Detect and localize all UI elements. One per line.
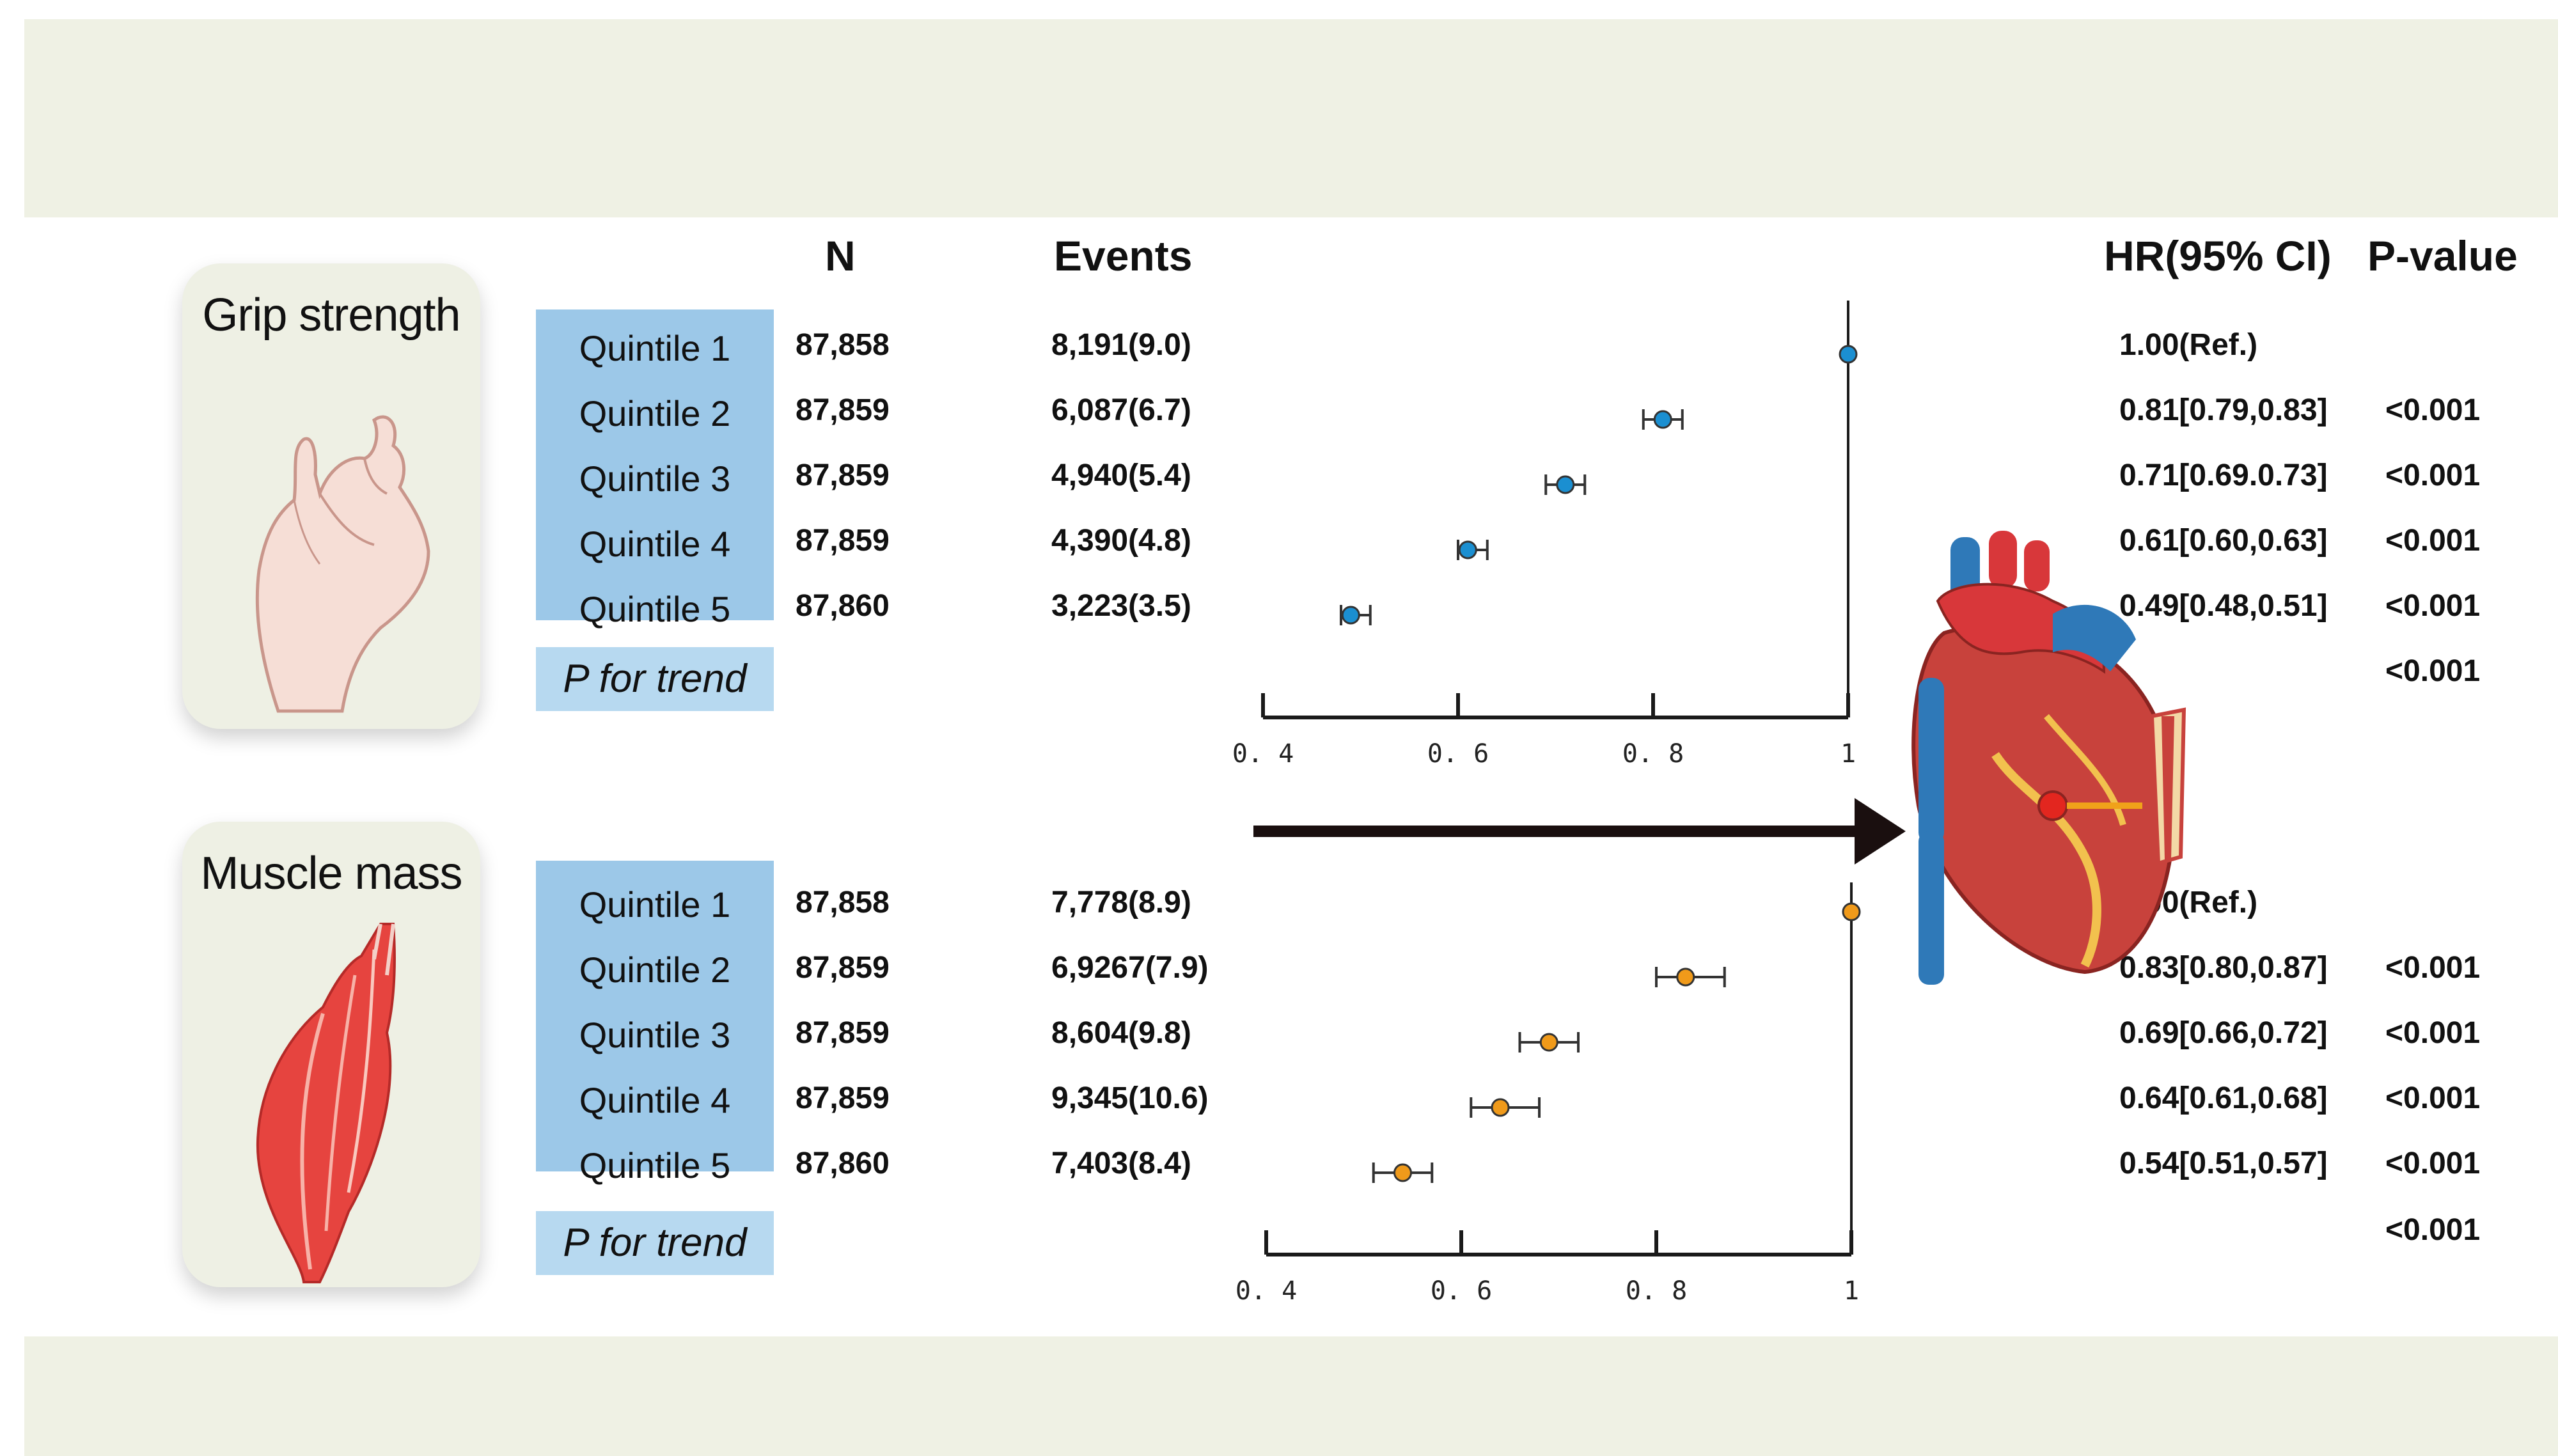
hr-point <box>1676 967 1695 987</box>
grip-events-cell: 8,191(9.0) <box>1051 328 1191 362</box>
muscle-n-cell: 87,859 <box>796 1081 890 1115</box>
muscle-hr-cell: 0.54[0.51,0.57] <box>2119 1147 2328 1180</box>
right-arrow-icon <box>1253 798 1906 865</box>
hr-point <box>1491 1098 1510 1117</box>
x-tick-label: 0. 6 <box>1431 1276 1492 1306</box>
grip-p-cell: <0.001 <box>2385 589 2481 623</box>
x-tick-label: 0. 8 <box>1622 739 1684 769</box>
grip-trend-p-cell: <0.001 <box>2385 654 2481 688</box>
grip-events-cell: 6,087(6.7) <box>1051 393 1191 427</box>
muscle-hr-cell: 0.69[0.66,0.72] <box>2119 1016 2328 1050</box>
muscle-events-cell: 7,778(8.9) <box>1051 886 1191 920</box>
muscle-events-cell: 9,345(10.6) <box>1051 1081 1209 1115</box>
muscle-mass-card: Muscle mass <box>182 822 480 1287</box>
hr-point <box>1393 1163 1412 1182</box>
grip-events-cell: 4,390(4.8) <box>1051 524 1191 558</box>
grip-n-cell: 87,860 <box>796 589 890 623</box>
muscle-p-cell: <0.001 <box>2385 1147 2481 1180</box>
grip-hr-cell: 0.61[0.60,0.63] <box>2119 524 2328 558</box>
header-hr: HR(95% CI) <box>2104 232 2332 279</box>
grip-quintile-label: Quintile 4 <box>579 524 731 564</box>
muscle-trend-p-cell: <0.001 <box>2385 1213 2481 1247</box>
grip-strength-card: Grip strength <box>182 263 480 729</box>
hr-point <box>1341 606 1360 625</box>
muscle-n-cell: 87,858 <box>796 886 890 920</box>
header-n: N <box>825 232 856 279</box>
muscle-p-for-trend: P for trend <box>536 1211 774 1275</box>
x-tick-label: 0. 6 <box>1427 739 1489 769</box>
grip-quintile-box <box>536 309 774 620</box>
hr-point <box>1556 475 1575 494</box>
grip-p-cell: <0.001 <box>2385 524 2481 558</box>
hr-point <box>1839 345 1858 364</box>
muscle-mass-title: Muscle mass <box>200 848 462 899</box>
muscle-hr-cell: 0.83[0.80,0.87] <box>2119 951 2328 985</box>
top-band <box>24 19 2558 217</box>
grip-n-cell: 87,859 <box>796 524 890 558</box>
grip-strength-title: Grip strength <box>202 290 460 341</box>
hr-point <box>1842 902 1861 921</box>
grip-n-cell: 87,859 <box>796 393 890 427</box>
grip-quintile-label: Quintile 2 <box>579 393 731 434</box>
grip-p-cell: <0.001 <box>2385 393 2481 427</box>
heart-illustration <box>1911 531 2186 985</box>
grip-quintile-label: Quintile 3 <box>579 458 731 499</box>
grip-p-for-trend: P for trend <box>536 647 774 711</box>
muscle-quintile-label: Quintile 5 <box>579 1145 731 1186</box>
header-events: Events <box>1054 232 1193 279</box>
muscle-quintile-label: Quintile 1 <box>579 884 731 925</box>
muscle-quintile-box <box>536 861 774 1171</box>
x-tick-label: 1 <box>1844 1276 1859 1306</box>
grip-events-cell: 4,940(5.4) <box>1051 458 1191 492</box>
hand-icon <box>255 415 430 713</box>
grip-hr-cell: 1.00(Ref.) <box>2119 328 2258 362</box>
muscle-events-cell: 8,604(9.8) <box>1051 1016 1191 1050</box>
muscle-events-cell: 7,403(8.4) <box>1051 1147 1191 1180</box>
grip-n-cell: 87,859 <box>796 458 890 492</box>
grip-p-cell: <0.001 <box>2385 458 2481 492</box>
muscle-quintile-label: Quintile 4 <box>579 1080 731 1120</box>
hr-point <box>1653 410 1672 429</box>
grip-n-cell: 87,858 <box>796 328 890 362</box>
grip-events-cell: 3,223(3.5) <box>1051 589 1191 623</box>
muscle-quintile-label: Quintile 3 <box>579 1015 731 1055</box>
x-tick-label: 1 <box>1840 739 1856 769</box>
muscle-p-cell: <0.001 <box>2385 1016 2481 1050</box>
muscle-p-cell: <0.001 <box>2385 1081 2481 1115</box>
x-tick-label: 0. 4 <box>1232 739 1294 769</box>
grip-hr-cell: 0.71[0.69.0.73] <box>2119 458 2328 492</box>
grip-hr-cell: 0.49[0.48,0.51] <box>2119 589 2328 623</box>
muscle-p-cell: <0.001 <box>2385 951 2481 985</box>
hr-point <box>1458 540 1477 560</box>
muscle-n-cell: 87,859 <box>796 951 890 985</box>
muscle-quintile-label: Quintile 2 <box>579 950 731 990</box>
muscle-icon <box>256 923 396 1283</box>
grip-hr-cell: 0.81[0.79,0.83] <box>2119 393 2328 427</box>
hr-point <box>1539 1033 1558 1052</box>
muscle-n-cell: 87,859 <box>796 1016 890 1050</box>
grip-quintile-label: Quintile 1 <box>579 328 731 368</box>
muscle-events-cell: 6,9267(7.9) <box>1051 951 1209 985</box>
x-tick-label: 0. 4 <box>1236 1276 1297 1306</box>
muscle-n-cell: 87,860 <box>796 1147 890 1180</box>
header-p-value: P-value <box>2367 232 2518 279</box>
x-tick-label: 0. 8 <box>1626 1276 1687 1306</box>
grip-quintile-label: Quintile 5 <box>579 589 731 629</box>
muscle-hr-cell: 0.64[0.61,0.68] <box>2119 1081 2328 1115</box>
bottom-band <box>24 1336 2558 1456</box>
